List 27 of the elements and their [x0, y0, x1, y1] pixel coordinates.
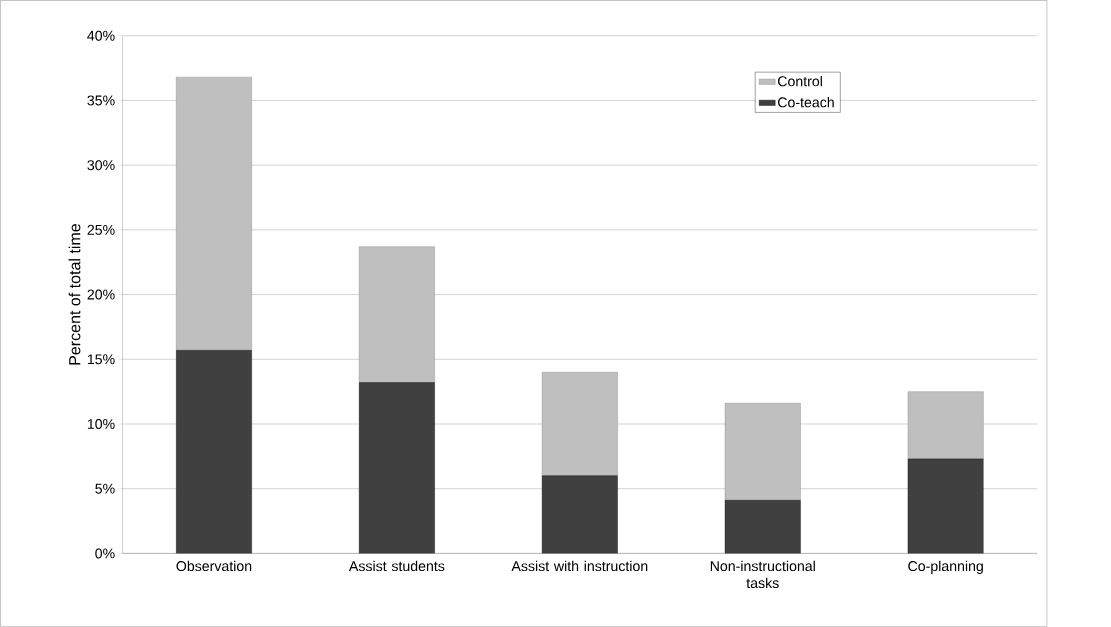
x-tick-label: Non-instructional tasks: [710, 560, 815, 589]
y-tick-label: 5%: [95, 483, 115, 494]
bar: [358, 382, 435, 554]
y-axis-title: Percent of total time: [68, 224, 81, 365]
y-tick-label: 0%: [95, 548, 115, 559]
x-tick-label: Observation: [176, 560, 252, 572]
bar: [907, 458, 984, 554]
bar: [176, 77, 252, 351]
y-tick-label: 25%: [87, 224, 115, 235]
bar: [541, 372, 618, 476]
y-tick-label: 15%: [87, 354, 115, 365]
bar: [176, 350, 252, 554]
y-tick-label: 40%: [87, 30, 115, 41]
x-tick-label: Assist with instruction: [511, 560, 648, 572]
bar: [358, 246, 435, 383]
bar: [724, 403, 801, 501]
bar: [541, 475, 618, 554]
legend-label: Control: [778, 75, 822, 87]
y-tick-label: 10%: [87, 419, 115, 430]
x-tick-label: Assist students: [348, 560, 445, 572]
bar: [907, 391, 984, 460]
y-tick-label: 30%: [87, 160, 115, 171]
y-tick-label: 35%: [87, 95, 115, 106]
bar: [724, 500, 801, 554]
legend-label: Co-teach: [778, 97, 834, 108]
x-tick-label: Co-planning: [908, 560, 983, 574]
y-tick-label: 20%: [87, 289, 115, 300]
